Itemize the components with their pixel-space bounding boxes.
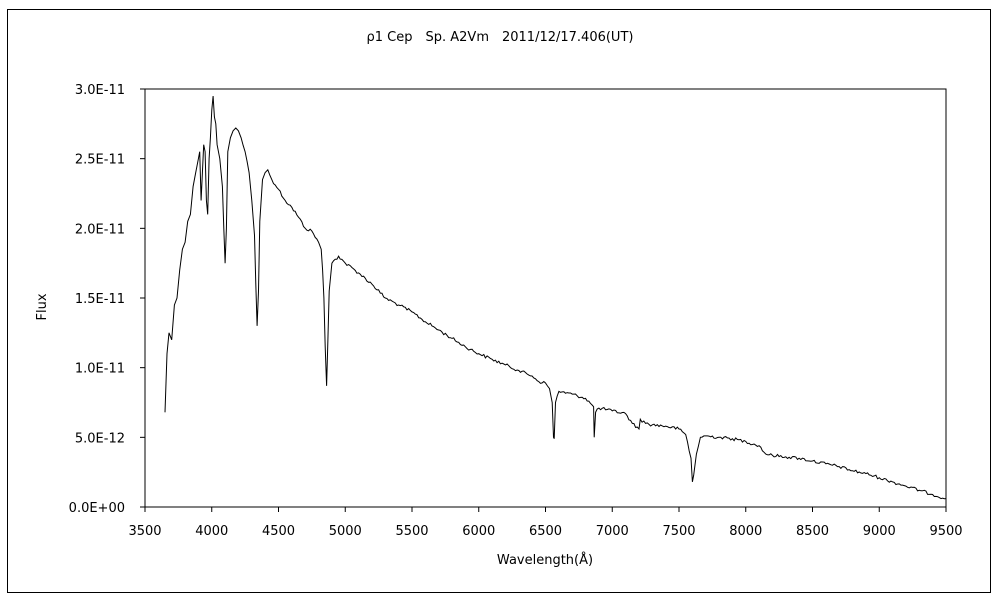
x-tick-label: 9500 [929,524,962,539]
chart-title: ρ1 Cep Sp. A2Vm 2011/12/17.406(UT) [367,30,634,45]
x-tick-label: 7500 [662,524,695,539]
x-tick-label: 6000 [462,524,495,539]
y-tick-label: 1.0E-11 [75,362,125,377]
x-axis-label: Wavelength(Å) [497,552,593,568]
x-tick-label: 3500 [128,524,161,539]
y-tick-label: 0.0E+00 [69,501,125,516]
x-tick-label: 5500 [395,524,428,539]
y-tick-label: 2.5E-11 [75,153,125,168]
x-tick-label: 9000 [863,524,896,539]
x-tick-label: 5000 [329,524,362,539]
y-axis-label: Flux [35,293,50,320]
x-tick-label: 8500 [796,524,829,539]
x-tick-label: 4500 [262,524,295,539]
y-tick-label: 5.0E-12 [75,431,125,446]
y-tick-label: 1.5E-11 [75,292,125,307]
axes-group: 3500 4000 4500 5000 5500 6000 6500 7000 7500 8000… [69,83,963,539]
x-tick-label: 8000 [729,524,762,539]
series-group [164,95,947,500]
chart-frame [7,9,991,593]
y-tick-label: 3.0E-11 [75,83,125,98]
spectrum-line [164,95,947,500]
x-tick-label: 4000 [195,524,228,539]
x-tick-label: 7000 [596,524,629,539]
x-tick-label: 6500 [529,524,562,539]
y-tick-label: 2.0E-11 [75,222,125,237]
plot-area [144,88,947,508]
